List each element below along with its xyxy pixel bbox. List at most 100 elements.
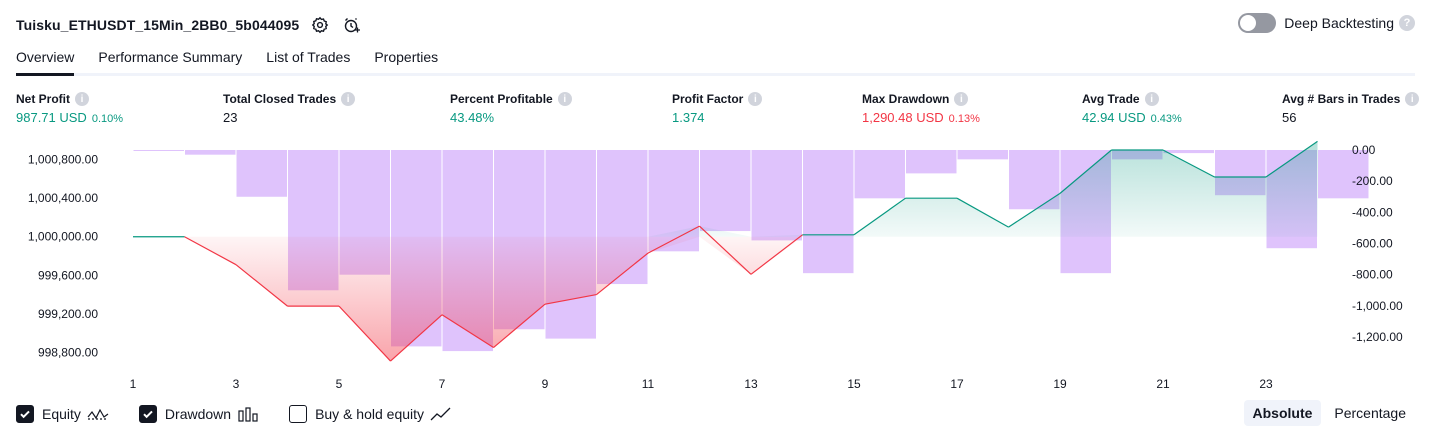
info-icon[interactable]: i [1405, 92, 1420, 106]
metric-label: Max Drawdown [862, 92, 950, 106]
tab-properties[interactable]: Properties [374, 49, 439, 65]
left-axis-tick-label: 1,000,400.00 [28, 191, 98, 205]
left-axis-tick-label: 998,800.00 [38, 345, 98, 359]
x-axis-tick-label: 1 [130, 377, 137, 391]
legend-buyhold-toggle[interactable]: Buy & hold equity [289, 405, 452, 423]
equity-profit-area [133, 141, 1318, 237]
drawdown-label: Drawdown [164, 406, 232, 422]
info-icon[interactable]: i [341, 92, 356, 106]
metric-label: Avg Trade [1082, 92, 1140, 106]
metric-profit-factor: Profit Factor i 1.374 [672, 92, 763, 125]
equity-line-segment [853, 197, 906, 236]
info-icon[interactable]: i [748, 92, 763, 106]
metric-percent: 0.13% [948, 113, 980, 125]
metric-max-drawdown: Max Drawdown i 1,290.48 USD 0.13% [862, 92, 980, 125]
x-axis-tick-label: 21 [1156, 377, 1170, 391]
metric-value: 23 [223, 110, 238, 125]
right-axis-tick-label: -200.00 [1352, 174, 1393, 188]
deep-backtesting-label: Deep Backtesting [1284, 15, 1394, 31]
drawdown-bar [236, 150, 287, 197]
equity-line-segment [235, 264, 288, 307]
metric-label: Net Profit [16, 92, 70, 106]
equity-line-segment [596, 252, 649, 296]
metric-label: Percent Profitable [450, 92, 553, 106]
metric-label: Profit Factor [672, 92, 744, 106]
metric-label: Avg # Bars in Trades [1282, 92, 1401, 106]
metric-avg-bars: Avg # Bars in Trades i 56 [1282, 92, 1420, 125]
x-axis-tick-label: 11 [642, 377, 655, 391]
buyhold-label: Buy & hold equity [315, 406, 425, 422]
equity-label: Equity [42, 406, 81, 422]
equity-loss-area [133, 236, 1318, 362]
metric-value: 56 [1282, 110, 1297, 125]
drawdown-bar [185, 150, 236, 155]
metric-net-profit: Net Profit i 987.71 USD 0.10% [16, 92, 123, 125]
right-axis-tick-label: -600.00 [1352, 237, 1393, 251]
drawdown-bar [1163, 150, 1214, 154]
info-icon[interactable]: i [557, 92, 572, 106]
metric-value: 1.374 [672, 110, 705, 125]
deep-backtesting: Deep Backtesting ? [1238, 13, 1415, 33]
drawdown-bars-icon [238, 407, 258, 422]
drawdown-bar [803, 150, 854, 274]
tab-overview[interactable]: Overview [16, 44, 75, 76]
buyhold-checkbox[interactable] [289, 405, 308, 423]
report-tabs: Overview Performance Summary List of Tra… [16, 44, 1415, 76]
chart-footer: Equity Drawdown Buy & hold equity Absolu… [16, 400, 1415, 428]
equity-line-segment [390, 314, 443, 362]
value-mode-switch: Absolute Percentage [1240, 400, 1416, 426]
info-icon[interactable]: i [75, 92, 89, 106]
help-icon[interactable]: ? [1399, 15, 1415, 31]
equity-line-icon [87, 408, 109, 420]
metric-percent: 0.43% [1150, 113, 1182, 125]
equity-line-segment [750, 234, 803, 275]
strategy-header: Tuisku_ETHUSDT_15Min_2BB0_5b044095 Deep … [16, 10, 1415, 40]
x-axis-tick-label: 5 [336, 377, 343, 391]
info-icon[interactable]: i [1144, 92, 1159, 106]
drawdown-bar [1318, 150, 1369, 199]
drawdown-bar [854, 150, 905, 199]
equity-line-segment [647, 225, 700, 254]
deep-backtesting-toggle[interactable] [1238, 13, 1277, 33]
tab-performance-summary[interactable]: Performance Summary [98, 49, 243, 65]
left-axis-tick-label: 1,000,000.00 [28, 230, 98, 244]
info-icon[interactable]: i [954, 92, 969, 106]
equity-line-segment [544, 293, 597, 305]
drawdown-bar [751, 150, 802, 241]
drawdown-bar [133, 150, 184, 151]
equity-line-segment [338, 305, 391, 362]
left-axis-tick-label: 999,600.00 [38, 268, 98, 282]
legend-drawdown-toggle[interactable]: Drawdown [138, 405, 259, 423]
buyhold-line-icon [430, 407, 451, 421]
drawdown-bar [906, 150, 957, 174]
right-axis-tick-label: -800.00 [1352, 268, 1393, 282]
metric-value: 1,290.48 USD [862, 110, 944, 125]
settings-icon[interactable] [309, 14, 331, 36]
metric-value: 987.71 USD [16, 110, 87, 125]
legend-equity-toggle[interactable]: Equity [16, 405, 109, 423]
metric-value: 43.48% [450, 110, 495, 125]
drawdown-bar [700, 150, 751, 232]
add-alert-icon[interactable] [341, 14, 363, 36]
tab-list-of-trades[interactable]: List of Trades [266, 49, 351, 65]
x-axis-tick-label: 13 [744, 377, 758, 391]
percentage-button[interactable]: Percentage [1334, 405, 1406, 421]
equity-drawdown-chart[interactable]: 1,000,800.00 1,000,400.00 1,000,000.00 999,… [0, 140, 1431, 395]
strategy-title: Tuisku_ETHUSDT_15Min_2BB0_5b044095 [16, 17, 300, 33]
x-axis-tick-label: 7 [439, 377, 446, 391]
absolute-button[interactable]: Absolute [1243, 400, 1322, 426]
x-axis-tick-label: 15 [847, 377, 861, 391]
metric-label: Total Closed Trades [223, 92, 337, 106]
equity-line-segment [1265, 140, 1318, 178]
x-axis-tick-label: 19 [1053, 377, 1067, 391]
right-axis-tick-label: -400.00 [1352, 205, 1393, 219]
metric-percent: 0.10% [91, 113, 124, 125]
equity-line-segment [699, 225, 752, 275]
equity-checkbox[interactable] [16, 405, 34, 423]
x-axis-tick-label: 17 [950, 377, 964, 391]
equity-line-segment [441, 314, 494, 349]
drawdown-checkbox[interactable] [138, 405, 157, 423]
metric-avg-trade: Avg Trade i 42.94 USD 0.43% [1082, 92, 1182, 125]
equity-line-segment [184, 236, 237, 266]
left-axis-tick-label: 999,200.00 [38, 307, 98, 321]
